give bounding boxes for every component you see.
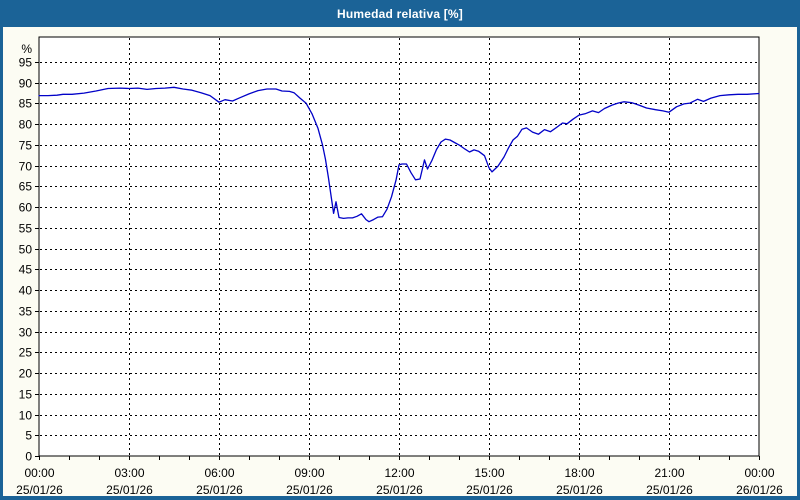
- y-axis-label: 35: [19, 305, 33, 319]
- y-axis-label: 20: [19, 367, 33, 381]
- y-axis-label: 25: [19, 346, 33, 360]
- y-axis-label: 65: [19, 180, 33, 194]
- y-axis-label: 40: [19, 284, 33, 298]
- y-axis-label: 70: [19, 160, 33, 174]
- chart-title: Humedad relativa [%]: [336, 6, 464, 21]
- x-axis-date-label: 25/01/26: [196, 483, 243, 497]
- y-axis-label: 45: [19, 263, 33, 277]
- y-axis-label: 75: [19, 139, 33, 153]
- y-axis-label: 55: [19, 222, 33, 236]
- x-axis-date-label: 25/01/26: [556, 483, 603, 497]
- x-axis-date-label: 25/01/26: [466, 483, 513, 497]
- y-axis-label: 85: [19, 97, 33, 111]
- x-axis-time-label: 21:00: [654, 466, 684, 480]
- y-axis-label: 10: [19, 409, 33, 423]
- x-axis-time-label: 09:00: [294, 466, 324, 480]
- y-axis-label: 5: [25, 429, 32, 443]
- x-axis-date-label: 25/01/26: [376, 483, 423, 497]
- x-axis-time-label: 15:00: [474, 466, 504, 480]
- x-axis-time-label: 00:00: [744, 466, 774, 480]
- series-line-humedad-relativa: [38, 86, 760, 223]
- x-axis-date-label: 25/01/26: [286, 483, 333, 497]
- y-axis-unit-label: %: [21, 42, 32, 56]
- y-axis-label: 90: [19, 77, 33, 91]
- y-axis-label: 60: [19, 201, 33, 215]
- y-axis-label: 30: [19, 326, 33, 340]
- y-axis-label: 0: [25, 450, 32, 464]
- x-axis-date-label: 25/01/26: [106, 483, 153, 497]
- title-bar: Humedad relativa [%]: [0, 0, 800, 27]
- x-axis-date-label: 25/01/26: [16, 483, 63, 497]
- x-axis-date-label: 26/01/26: [736, 483, 783, 497]
- x-axis-date-label: 25/01/26: [646, 483, 693, 497]
- y-axis-label: 95: [19, 56, 33, 70]
- x-axis-time-label: 00:00: [24, 466, 54, 480]
- x-axis-time-label: 06:00: [204, 466, 234, 480]
- y-axis-label: 15: [19, 388, 33, 402]
- x-axis-time-label: 18:00: [564, 466, 594, 480]
- y-axis-label: 80: [19, 118, 33, 132]
- plot-area[interactable]: [38, 36, 760, 457]
- x-axis-time-label: 12:00: [384, 466, 414, 480]
- y-axis-label: 50: [19, 243, 33, 257]
- x-axis-time-label: 03:00: [114, 466, 144, 480]
